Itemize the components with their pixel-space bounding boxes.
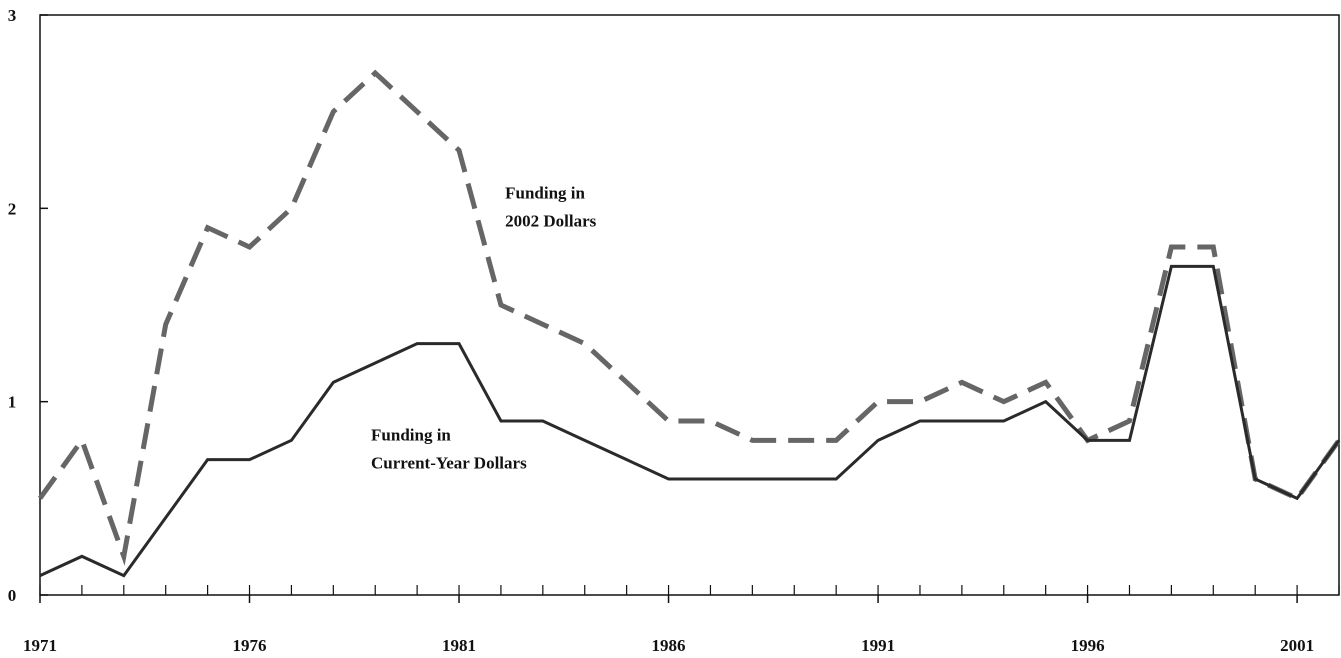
- y-tick-label: 3: [8, 6, 17, 25]
- y-tick-label: 2: [8, 199, 17, 218]
- x-tick-label: 1971: [23, 636, 57, 655]
- annotation-line: 2002 Dollars: [505, 212, 597, 231]
- x-tick-label: 1981: [442, 636, 476, 655]
- x-tick-label: 1976: [233, 636, 267, 655]
- x-tick-label: 1991: [861, 636, 895, 655]
- annotation-line: Funding in: [505, 184, 585, 203]
- series-line: [37, 69, 1341, 566]
- series-line: [39, 264, 1341, 578]
- x-tick-label: 1996: [1071, 636, 1105, 655]
- annotation: Funding in 2002 Dollars: [505, 184, 597, 231]
- y-tick-label: 1: [8, 393, 17, 412]
- annotation-line: Current-Year Dollars: [371, 453, 527, 472]
- x-tick-label: 1986: [652, 636, 686, 655]
- x-tick-label: 2001: [1280, 636, 1314, 655]
- annotation: Funding in Current-Year Dollars: [371, 425, 527, 472]
- plot-frame: [39, 14, 1340, 596]
- annotation-line: Funding in: [371, 425, 451, 444]
- y-tick-label: 0: [8, 586, 17, 605]
